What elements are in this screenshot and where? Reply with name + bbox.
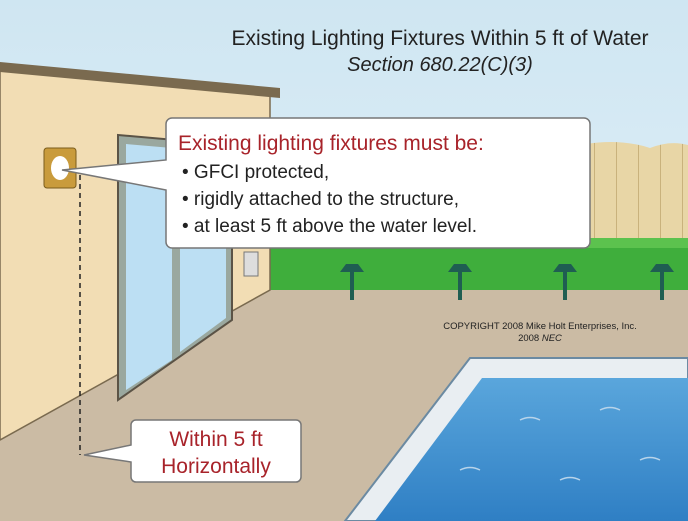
copyright-year: 2008 [518, 333, 539, 344]
copyright-code: 2008 NEC [518, 333, 562, 344]
distance-text: Within 5 ft [169, 428, 263, 451]
light-bulb [51, 156, 69, 180]
distance-text: Horizontally [161, 455, 271, 478]
copyright: COPYRIGHT 2008 Mike Holt Enterprises, In… [443, 321, 637, 332]
callout-heading: Existing lighting fixtures must be: [178, 132, 484, 155]
bullet: • at least 5 ft above the water level. [182, 216, 477, 237]
bullet: • GFCI protected, [182, 162, 329, 183]
bullet: • rigidly attached to the structure, [182, 189, 459, 210]
copyright-nec: NEC [542, 333, 562, 344]
title: Existing Lighting Fixtures Within 5 ft o… [231, 27, 648, 50]
subtitle: Section 680.22(C)(3) [347, 54, 533, 76]
illustration: Existing Lighting Fixtures Within 5 ft o… [0, 0, 688, 521]
outlet [244, 252, 258, 276]
